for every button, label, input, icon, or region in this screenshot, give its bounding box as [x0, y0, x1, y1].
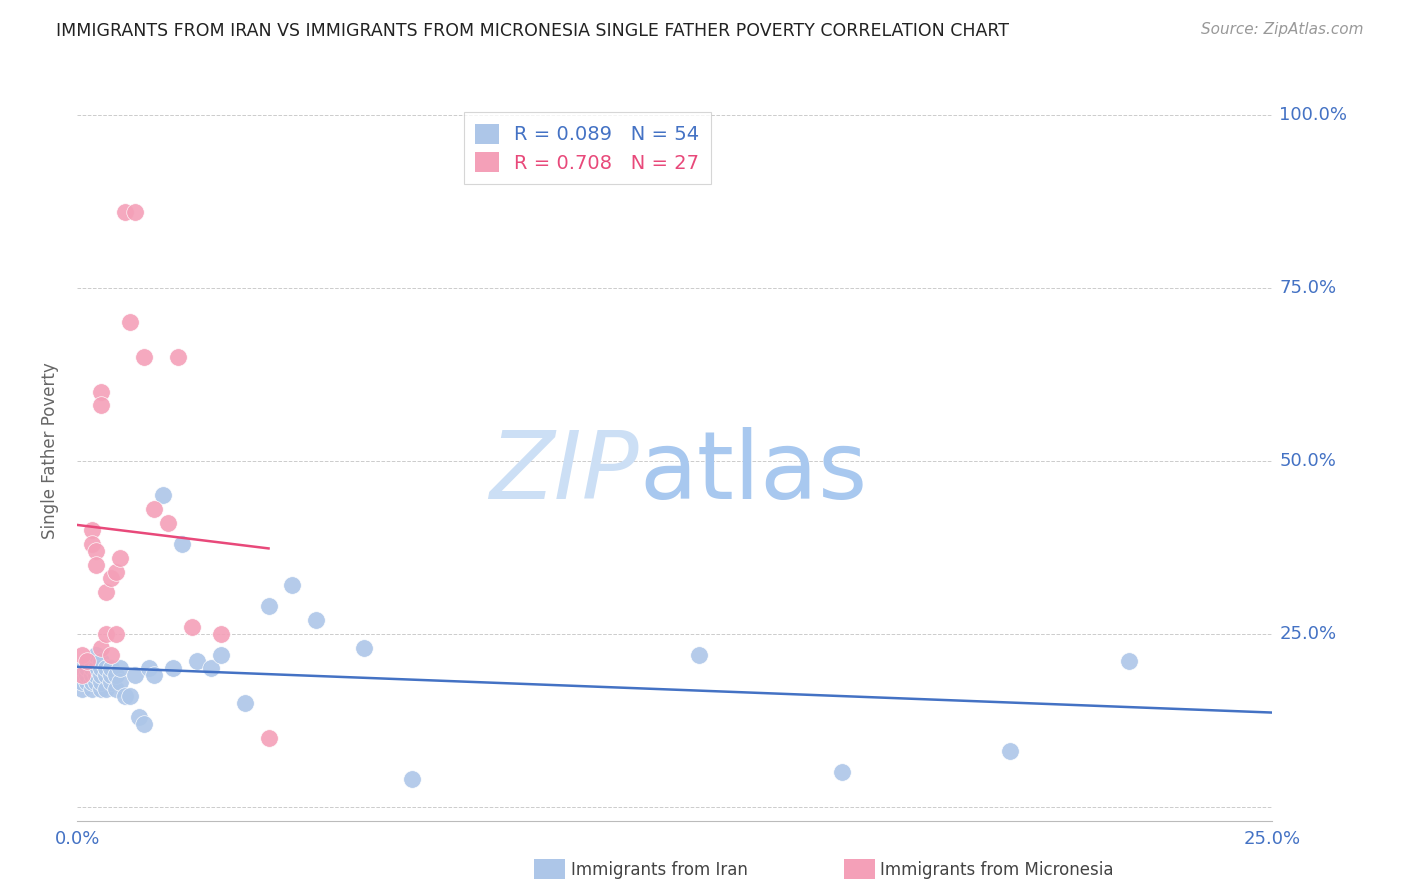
Legend: R = 0.089   N = 54, R = 0.708   N = 27: R = 0.089 N = 54, R = 0.708 N = 27	[464, 112, 711, 185]
Point	[70, 661, 93, 675]
Point	[110, 550, 132, 565]
Point	[86, 675, 108, 690]
Point	[80, 655, 103, 669]
Point	[76, 655, 98, 669]
Point	[142, 502, 165, 516]
Point	[110, 675, 132, 690]
Point	[90, 668, 112, 682]
Point	[80, 675, 103, 690]
Point	[134, 716, 156, 731]
Point	[100, 661, 122, 675]
Point	[90, 655, 112, 669]
Point	[76, 655, 98, 669]
Point	[76, 668, 98, 682]
Point	[104, 682, 127, 697]
Point	[70, 675, 93, 690]
Point	[100, 675, 122, 690]
Point	[90, 384, 112, 399]
Point	[104, 565, 127, 579]
Point	[128, 710, 150, 724]
Point	[124, 668, 146, 682]
Point	[172, 537, 194, 551]
Point	[209, 627, 232, 641]
Text: 100.0%: 100.0%	[1279, 106, 1347, 124]
Point	[114, 689, 136, 703]
Point	[80, 523, 103, 537]
Point	[100, 572, 122, 586]
Text: 25.0%: 25.0%	[1279, 624, 1337, 643]
Point	[80, 682, 103, 697]
Text: atlas: atlas	[640, 426, 868, 518]
Point	[110, 661, 132, 675]
Point	[90, 682, 112, 697]
Text: Immigrants from Micronesia: Immigrants from Micronesia	[880, 861, 1114, 879]
Point	[90, 640, 112, 655]
Point	[100, 648, 122, 662]
Point	[90, 399, 112, 413]
Point	[353, 640, 375, 655]
Point	[94, 668, 117, 682]
Point	[1118, 655, 1140, 669]
Point	[76, 675, 98, 690]
Point	[118, 689, 141, 703]
Point	[80, 668, 103, 682]
Point	[90, 675, 112, 690]
Point	[152, 488, 174, 502]
Point	[86, 668, 108, 682]
Text: 50.0%: 50.0%	[1279, 452, 1336, 470]
Point	[401, 772, 423, 786]
Point	[114, 204, 136, 219]
Point	[80, 537, 103, 551]
Point	[142, 668, 165, 682]
Point	[209, 648, 232, 662]
Text: ZIP: ZIP	[489, 427, 640, 518]
Point	[94, 627, 117, 641]
Point	[233, 696, 256, 710]
Point	[86, 661, 108, 675]
Point	[70, 682, 93, 697]
Point	[104, 668, 127, 682]
Point	[94, 661, 117, 675]
Point	[76, 661, 98, 675]
Y-axis label: Single Father Poverty: Single Father Poverty	[41, 362, 59, 539]
Point	[157, 516, 180, 530]
Point	[100, 668, 122, 682]
Point	[124, 204, 146, 219]
Point	[70, 668, 93, 682]
Text: Source: ZipAtlas.com: Source: ZipAtlas.com	[1201, 22, 1364, 37]
Point	[80, 661, 103, 675]
Point	[305, 613, 328, 627]
Point	[104, 627, 127, 641]
Point	[90, 661, 112, 675]
Text: 75.0%: 75.0%	[1279, 279, 1337, 297]
Point	[86, 543, 108, 558]
Point	[257, 731, 280, 745]
Point	[831, 765, 853, 780]
Point	[70, 648, 93, 662]
Text: Immigrants from Iran: Immigrants from Iran	[571, 861, 748, 879]
Point	[94, 682, 117, 697]
Point	[86, 558, 108, 572]
Point	[281, 578, 304, 592]
Point	[162, 661, 184, 675]
Point	[998, 744, 1021, 758]
Point	[94, 585, 117, 599]
Point	[118, 315, 141, 329]
Point	[200, 661, 222, 675]
Text: IMMIGRANTS FROM IRAN VS IMMIGRANTS FROM MICRONESIA SINGLE FATHER POVERTY CORRELA: IMMIGRANTS FROM IRAN VS IMMIGRANTS FROM …	[56, 22, 1010, 40]
Point	[166, 350, 188, 364]
Point	[186, 655, 208, 669]
Point	[134, 350, 156, 364]
Point	[257, 599, 280, 614]
Point	[138, 661, 160, 675]
Point	[86, 648, 108, 662]
Point	[181, 620, 204, 634]
Point	[688, 648, 710, 662]
